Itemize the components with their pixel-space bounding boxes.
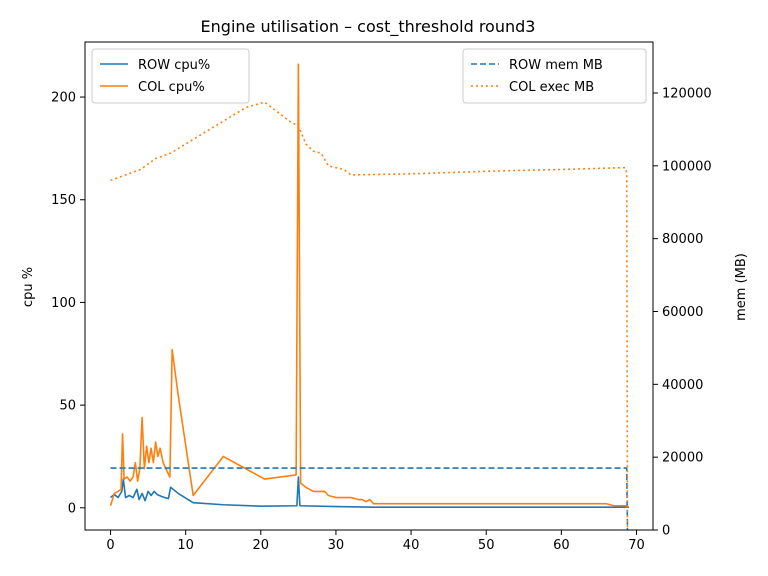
y-tick-label: 100 [51, 296, 76, 311]
x-axis: 0 10 20 30 40 50 60 70 [106, 530, 645, 553]
y-tick-label: 150 [51, 193, 76, 208]
x-tick-label: 50 [478, 538, 495, 553]
legend-label: COL exec MB [509, 80, 594, 95]
y2-tick-label: 0 [662, 524, 670, 539]
series-line-3 [110, 467, 629, 530]
chart-title: Engine utilisation – cost_threshold roun… [201, 17, 536, 37]
y-axis-right: 0 20000 40000 60000 80000 100000 120000 [653, 86, 712, 539]
y2-axis-label: mem (MB) [734, 253, 749, 321]
legend-label: ROW mem MB [509, 58, 603, 73]
y-axis-label: cpu % [21, 267, 36, 307]
y2-tick-label: 20000 [662, 451, 703, 466]
x-tick-label: 20 [253, 538, 270, 553]
x-tick-label: 70 [628, 538, 645, 553]
legend-box [91, 48, 250, 104]
x-tick-label: 10 [177, 538, 194, 553]
series-line-4 [110, 101, 629, 530]
legend-right: ROW mem MB COL exec MB [462, 48, 647, 104]
y2-tick-label: 60000 [662, 305, 703, 320]
legend-label: COL cpu% [138, 80, 205, 95]
y2-tick-label: 40000 [662, 378, 703, 393]
y-axis-left: 0 50 100 150 200 [51, 91, 85, 516]
y-tick-label: 50 [59, 399, 76, 414]
y2-tick-label: 80000 [662, 232, 703, 247]
legend-box [462, 48, 647, 104]
plot-frame [84, 41, 654, 531]
x-tick-label: 30 [328, 538, 345, 553]
plot-lines [109, 63, 629, 530]
x-tick-label: 40 [403, 538, 420, 553]
series-line-1 [110, 476, 629, 508]
x-tick-label: 0 [106, 538, 114, 553]
legend-left: ROW cpu% COL cpu% [91, 48, 250, 104]
y-tick-label: 200 [51, 91, 76, 106]
x-tick-label: 60 [553, 538, 570, 553]
y2-tick-label: 100000 [662, 159, 712, 174]
legend-label: ROW cpu% [138, 58, 210, 73]
series-line-2 [109, 63, 629, 509]
y2-tick-label: 120000 [662, 86, 712, 101]
y-tick-label: 0 [68, 501, 76, 516]
